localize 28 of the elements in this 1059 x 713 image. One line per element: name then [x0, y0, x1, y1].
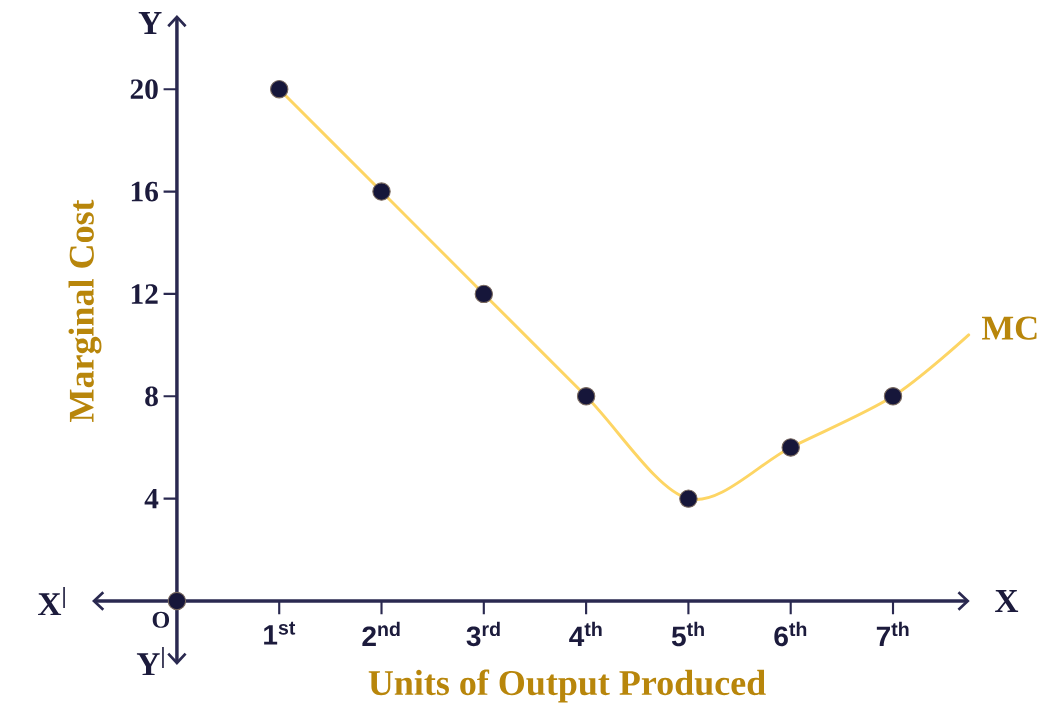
y-tick-label: 16: [131, 181, 159, 202]
point: [883, 387, 903, 406]
annotation: Y$^{|}$: [136, 646, 164, 676]
point: [372, 182, 391, 201]
x-tick-label: 7$^{th}$: [876, 621, 909, 646]
x-tick-label: 6$^{th}$: [774, 621, 807, 647]
point: [781, 438, 800, 457]
y-axis-title: Marginal Cost: [68, 199, 102, 422]
x-tick-label: 4$^{th}$: [569, 621, 602, 646]
y-tick-label: 4: [144, 489, 159, 509]
annotation: Y: [138, 12, 162, 34]
x-axis-title: Units of Output Produced: [368, 669, 766, 703]
point: [576, 387, 596, 406]
x-tick-label: 3$^{rd}$: [466, 621, 500, 647]
point: [679, 489, 698, 508]
point: [474, 284, 494, 304]
x-tick-label: 5$^{th}$: [671, 621, 704, 647]
y-tick-label: 12: [131, 284, 158, 304]
x-tick-label: 1$^{st}$: [264, 621, 296, 645]
y-tick-label: 8: [145, 386, 158, 407]
point: [270, 79, 289, 99]
y-tick-label: 20: [130, 79, 158, 100]
series-label: MC: [982, 316, 1037, 340]
text: X: [995, 590, 1019, 612]
text: X$^{|}$: [38, 586, 65, 616]
annotation: O: [152, 611, 170, 628]
x-tick-label: 2$^{nd}$: [362, 621, 400, 646]
point: [167, 591, 187, 611]
